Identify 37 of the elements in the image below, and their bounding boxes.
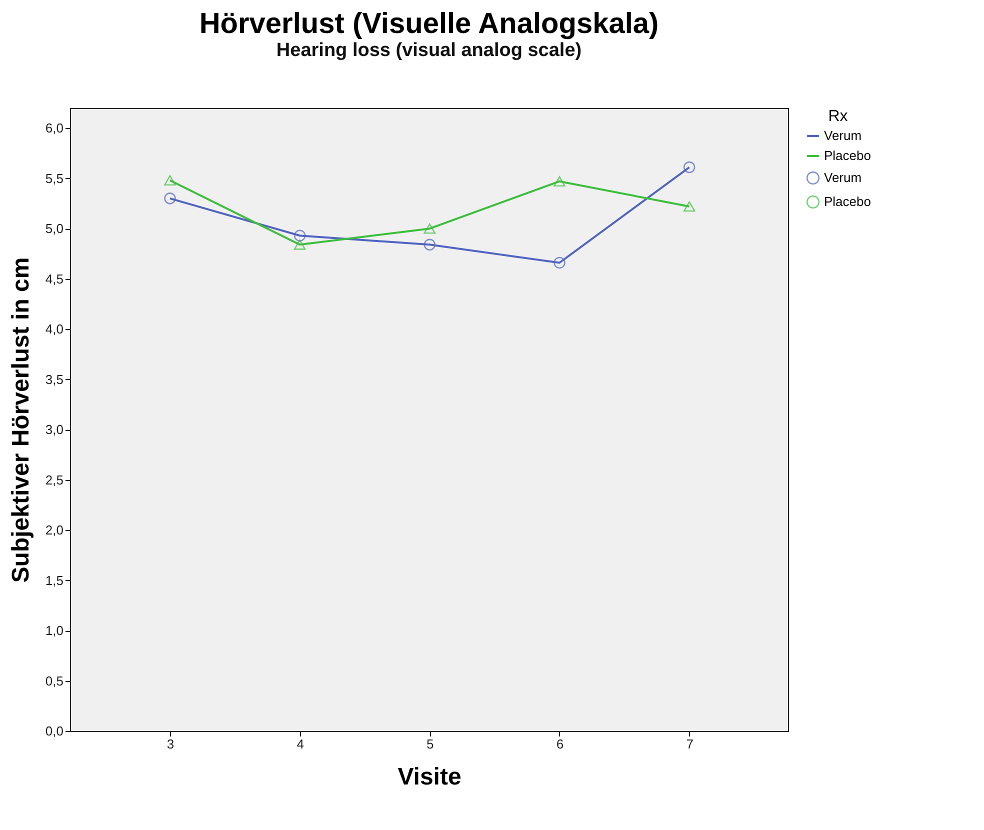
y-tick-label: 0,5 — [45, 673, 64, 688]
point — [294, 230, 306, 242]
point — [683, 161, 696, 174]
chart-subtitle: Hearing loss (visual analog scale) — [276, 40, 582, 61]
legend-label: Placebo — [824, 194, 871, 209]
y-tick-label: 4,5 — [45, 271, 64, 286]
point — [554, 256, 566, 269]
y-tick-label: 5,5 — [45, 170, 64, 186]
point — [554, 176, 566, 187]
x-tick-label: 7 — [686, 736, 694, 752]
chart-title: Hörverlust (Visuelle Analogskala) — [199, 8, 659, 40]
legend-label: Verum — [824, 170, 862, 185]
text: Placebo — [824, 148, 871, 163]
point — [164, 192, 176, 204]
y-tick-label: 2,5 — [45, 472, 64, 488]
x-tick-label: 5 — [426, 736, 434, 752]
text: Verum — [824, 128, 862, 143]
y-tick-label: 3,0 — [45, 422, 64, 438]
point — [164, 175, 176, 186]
y-tick-label: 2,0 — [45, 522, 64, 538]
legend-title: Rx — [828, 108, 848, 125]
y-tick-label: 0,0 — [45, 724, 64, 738]
x-tick-label: 6 — [556, 736, 564, 752]
x-axis-title: Visite — [398, 764, 462, 790]
point — [294, 239, 306, 250]
x-tick-label: 3 — [166, 736, 174, 752]
y-axis-title: Subjektiver Hörverlust in cm — [7, 257, 34, 583]
point — [683, 201, 696, 212]
y-tick-label: 6,0 — [45, 120, 64, 136]
y-tick-label: 1,5 — [45, 572, 64, 588]
y-tick-label: 4,0 — [45, 322, 64, 337]
x-tick-label: 4 — [296, 736, 304, 752]
y-tick-label: 5,0 — [45, 221, 64, 236]
point — [424, 223, 436, 234]
y-tick-label: 1,0 — [45, 623, 64, 638]
point — [424, 238, 436, 251]
y-tick-label: 3,5 — [45, 372, 64, 387]
